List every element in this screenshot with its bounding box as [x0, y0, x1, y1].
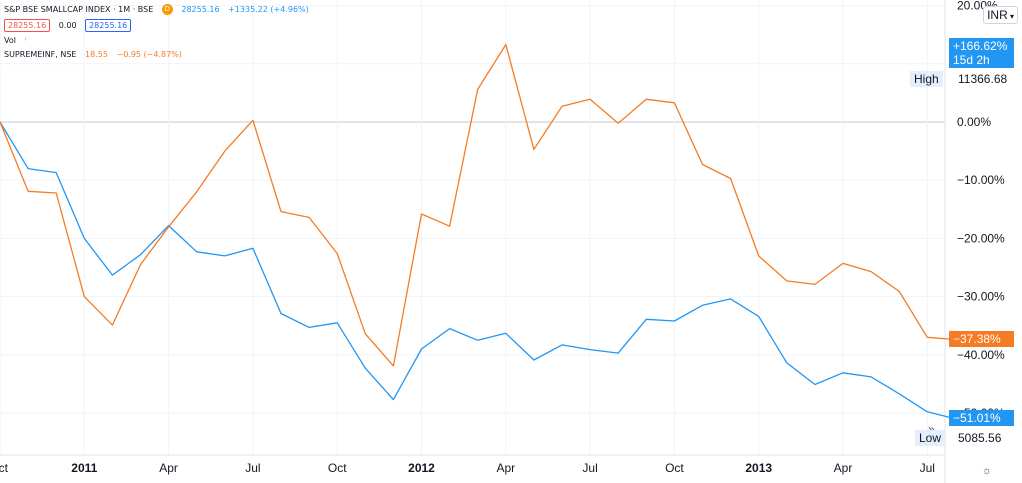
vol-toggle-icon[interactable]: ⁱ	[24, 36, 26, 45]
x-tick-label: Oct	[0, 461, 9, 475]
low-label: Low	[915, 430, 946, 446]
compare-change: −0.95 (−4.87%)	[116, 50, 182, 59]
currency-button[interactable]: INR ▾	[983, 6, 1018, 24]
gear-icon[interactable]: ☼	[981, 465, 992, 477]
legend-main: S&P BSE SMALLCAP INDEX · 1M · BSE D 2825…	[4, 4, 315, 15]
legend-compare: SUPREMEINF, NSE 18.55 −0.95 (−4.87%)	[4, 50, 188, 59]
compare-value: 18.55	[85, 50, 108, 59]
legend-vol: Vol ⁱ	[4, 36, 32, 45]
low-value: 5085.56	[954, 430, 1006, 446]
compare-symbol[interactable]: SUPREMEINF, NSE	[4, 50, 77, 59]
y-tick-label: −10.00%	[957, 173, 1005, 187]
y-tick-label: 0.00%	[957, 115, 991, 129]
sell-button[interactable]: 28255.16	[4, 19, 51, 32]
top-price-tag: +166.62% 15d 2h	[949, 38, 1014, 68]
x-tick-label: Apr	[834, 461, 853, 475]
legend-change: +1335.22 (+4.96%)	[228, 5, 309, 14]
buy-button[interactable]: 28255.16	[85, 19, 132, 32]
legend-symbol[interactable]: S&P BSE SMALLCAP INDEX · 1M · BSE	[4, 5, 154, 14]
scroll-right-icon[interactable]: »	[928, 422, 935, 436]
y-tick-label: −20.00%	[957, 231, 1005, 245]
legend-last-value: 28255.16	[181, 5, 220, 14]
x-tick-label: Oct	[328, 461, 347, 475]
y-tick-label: −30.00%	[957, 290, 1005, 304]
blue-series-tag: −51.01%	[949, 410, 1014, 426]
orange-series-tag: −37.38%	[949, 331, 1014, 347]
x-tick-label: Apr	[159, 461, 178, 475]
chevron-down-icon: ▾	[1007, 12, 1014, 21]
x-tick-label: 2013	[745, 461, 772, 475]
x-tick-label: Jul	[582, 461, 597, 475]
delayed-badge: D	[161, 4, 173, 15]
vol-label[interactable]: Vol	[4, 36, 16, 45]
x-tick-label: 2011	[71, 461, 97, 475]
top-pct: +166.62%	[953, 39, 1008, 53]
series-line-index[interactable]	[0, 121, 956, 420]
x-tick-label: Oct	[665, 461, 684, 475]
top-time: 15d 2h	[953, 53, 990, 67]
high-value: 11366.68	[954, 71, 1012, 87]
x-tick-label: 2012	[408, 461, 435, 475]
currency-label: INR	[987, 8, 1008, 22]
y-tick-label: −40.00%	[957, 348, 1005, 362]
series-line-supremeinf[interactable]	[0, 43, 956, 367]
x-tick-label: Jul	[920, 461, 935, 475]
x-tick-label: Jul	[245, 461, 260, 475]
x-tick-label: Apr	[496, 461, 515, 475]
spread-value: 0.00	[58, 21, 77, 30]
high-label: High	[910, 71, 943, 87]
trade-row: 28255.16 0.00 28255.16	[4, 19, 137, 32]
